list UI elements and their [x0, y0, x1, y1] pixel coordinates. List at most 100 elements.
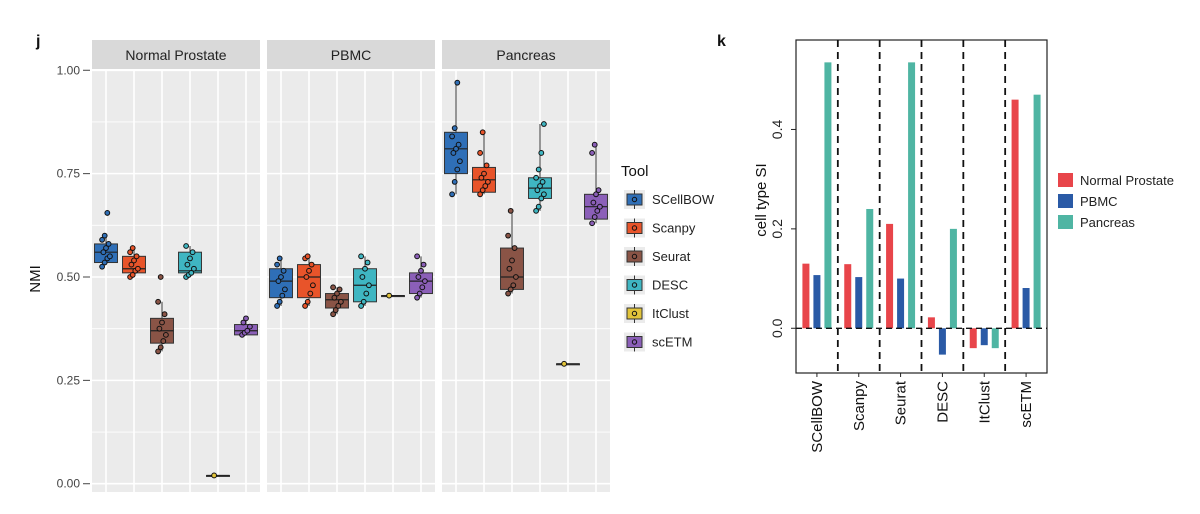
- data-point: [135, 265, 141, 272]
- data-point: [538, 150, 545, 156]
- data-point: [247, 323, 253, 330]
- data-point: [99, 263, 105, 270]
- facet-pancreas: Pancreas: [442, 40, 610, 492]
- data-point: [103, 245, 109, 251]
- data-point: [280, 267, 287, 274]
- data-point: [101, 259, 108, 266]
- bar-itclust-pbmc: [980, 328, 988, 346]
- bar-desc-normal-prostate: [927, 317, 935, 329]
- data-point: [483, 162, 490, 169]
- data-point: [244, 327, 251, 334]
- data-point: [105, 241, 112, 247]
- data-point: [589, 220, 595, 227]
- legend-key-point: [631, 339, 638, 345]
- data-point: [310, 282, 316, 289]
- legend-swatch: [1058, 215, 1073, 229]
- bar-desc-pancreas: [949, 228, 957, 329]
- data-point: [366, 282, 372, 289]
- legend-swatch: [1058, 173, 1073, 187]
- data-point: [505, 290, 512, 297]
- data-point: [191, 265, 197, 272]
- box-seurat: [150, 274, 174, 355]
- data-point: [478, 174, 485, 181]
- data-point: [335, 303, 342, 309]
- dataset-legend: Normal Prostate PBMC Pancreas: [1058, 173, 1174, 230]
- data-point: [416, 290, 423, 297]
- bar-scetm-pancreas: [1033, 94, 1041, 329]
- data-point: [279, 292, 286, 299]
- facet-strip: [92, 40, 260, 69]
- data-point: [157, 274, 164, 280]
- data-point: [453, 145, 459, 152]
- data-point: [276, 298, 283, 305]
- legend-key-point: [631, 225, 638, 231]
- data-point: [591, 214, 598, 220]
- data-point: [163, 331, 169, 338]
- box-desc: [353, 253, 377, 309]
- data-point: [184, 261, 191, 268]
- y-axis-label-si: cell type SI: [753, 163, 770, 236]
- data-point: [363, 290, 370, 297]
- box-scellbow: [269, 255, 293, 309]
- data-point: [159, 319, 165, 326]
- data-point: [274, 303, 281, 309]
- data-point: [275, 278, 282, 285]
- legend-item-scellbow: SCellBOW: [624, 190, 715, 209]
- box-desc: [528, 121, 552, 214]
- data-point: [358, 303, 365, 309]
- data-point: [561, 360, 567, 367]
- x-tick-label: Scanpy: [851, 381, 868, 432]
- data-point: [157, 344, 164, 351]
- data-point: [451, 125, 458, 132]
- data-point: [420, 261, 427, 268]
- legend-label: Scanpy: [652, 221, 696, 236]
- box-seurat: [500, 207, 524, 297]
- data-point: [449, 133, 456, 140]
- bar-scanpy-normal-prostate: [844, 264, 852, 329]
- data-point: [99, 236, 105, 243]
- legend-item-normal-prostate: Normal Prostate: [1058, 173, 1174, 188]
- legend-item-pancreas: Pancreas: [1058, 215, 1135, 230]
- data-point: [415, 274, 422, 280]
- data-point: [303, 274, 310, 280]
- data-point: [304, 298, 311, 305]
- x-tick-label: ItClust: [976, 380, 993, 423]
- legend-key-point: [631, 282, 638, 288]
- data-point: [183, 243, 190, 249]
- data-point: [510, 282, 517, 289]
- bar-scetm-normal-prostate: [1011, 99, 1019, 329]
- data-point: [454, 166, 461, 173]
- data-point: [308, 261, 315, 268]
- y-tick-label: 0.4: [769, 120, 785, 140]
- data-point: [101, 232, 108, 239]
- data-point: [274, 261, 281, 268]
- facet-strip-label: PBMC: [331, 47, 371, 63]
- data-point: [597, 203, 603, 210]
- data-point: [161, 311, 168, 318]
- data-point: [211, 472, 218, 479]
- data-point: [133, 253, 140, 260]
- bar-desc-pbmc: [938, 328, 946, 355]
- data-point: [595, 187, 602, 194]
- data-point: [278, 274, 284, 280]
- data-point: [454, 79, 461, 86]
- data-point: [541, 121, 547, 127]
- box-scanpy: [297, 253, 321, 309]
- data-point: [155, 348, 162, 355]
- data-point: [107, 253, 113, 260]
- y-tick-label: 0.25: [57, 373, 81, 387]
- facet-panels: Normal Prostate PBMC Pancreas: [92, 40, 610, 492]
- box-body: [178, 251, 202, 274]
- legend-label: ItClust: [652, 306, 689, 321]
- data-point: [358, 253, 365, 260]
- data-point: [451, 179, 458, 185]
- facet-strip: [267, 40, 435, 69]
- data-point: [422, 278, 428, 285]
- data-point: [330, 284, 337, 291]
- data-point: [534, 187, 541, 194]
- data-point: [362, 265, 368, 272]
- legend-item-itclust: ItClust: [624, 304, 689, 323]
- data-point: [479, 187, 486, 194]
- data-point: [593, 191, 599, 198]
- data-point: [155, 298, 162, 305]
